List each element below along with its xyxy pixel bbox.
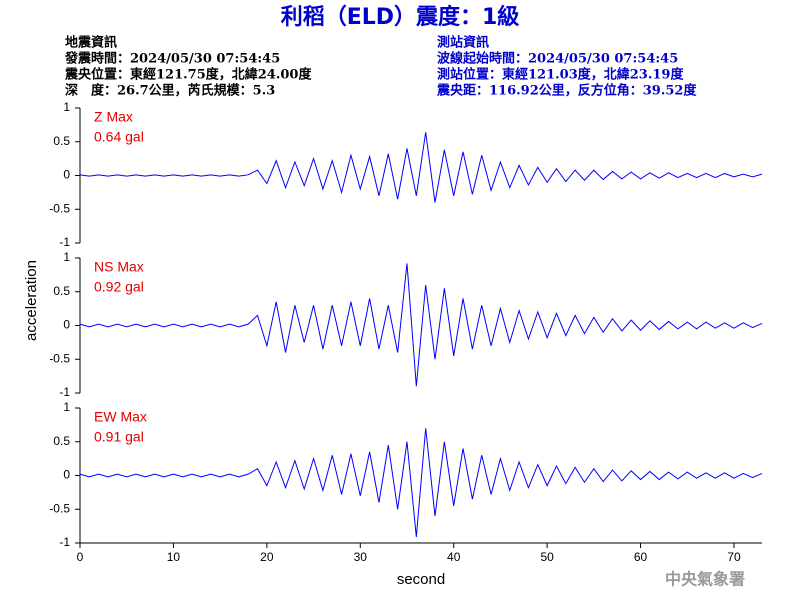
info-line: 測站位置：東經121.03度，北緯23.19度 bbox=[437, 67, 684, 83]
info-line: 深 度：26.7公里，芮氏規模：5.3 bbox=[65, 83, 275, 99]
component-label: Z Max bbox=[94, 109, 133, 125]
y-tick-label: -0.5 bbox=[49, 351, 70, 365]
y-tick-label: -1 bbox=[59, 535, 70, 549]
y-tick-label: 0 bbox=[63, 468, 70, 482]
y-tick-label: 1 bbox=[63, 100, 70, 114]
peak-label: 0.92 gal bbox=[94, 279, 144, 295]
component-label: NS Max bbox=[94, 259, 144, 275]
info-line: 震央距：116.92公里，反方位角：39.52度 bbox=[436, 83, 697, 99]
y-tick-label: -1 bbox=[59, 385, 70, 399]
x-tick-label: 10 bbox=[167, 550, 181, 564]
watermark: 中央氣象署 bbox=[665, 570, 745, 589]
waveform bbox=[79, 132, 763, 203]
info-line: 發震時間：2024/05/30 07:54:45 bbox=[64, 51, 280, 67]
y-tick-label: 1 bbox=[63, 250, 70, 264]
info-line: 測站資訊 bbox=[437, 35, 489, 51]
page-title: 利稻（ELD）震度：1級 bbox=[281, 4, 520, 30]
y-tick-label: 1 bbox=[63, 400, 70, 414]
y-tick-label: -1 bbox=[59, 235, 70, 249]
station-info: 測站資訊 波線起始時間：2024/05/30 07:54:45 測站位置：東經1… bbox=[436, 35, 697, 99]
y-tick-label: 0.5 bbox=[53, 434, 70, 448]
x-tick-label: 60 bbox=[634, 550, 648, 564]
info-line: 地震資訊 bbox=[65, 35, 117, 51]
x-tick-label: 20 bbox=[260, 550, 274, 564]
info-line: 震央位置：東經121.75度，北緯24.00度 bbox=[64, 67, 312, 83]
y-axis-label: acceleration bbox=[23, 260, 40, 341]
x-axis-label: second bbox=[397, 571, 445, 588]
info-line: 波線起始時間：2024/05/30 07:54:45 bbox=[437, 51, 678, 67]
peak-label: 0.64 gal bbox=[94, 129, 144, 145]
waveform bbox=[79, 263, 763, 387]
x-tick-label: 70 bbox=[727, 550, 741, 564]
y-tick-label: -0.5 bbox=[49, 201, 70, 215]
waveform bbox=[79, 428, 763, 537]
x-tick-label: 50 bbox=[540, 550, 554, 564]
y-tick-label: 0 bbox=[63, 318, 70, 332]
x-tick-label: 40 bbox=[447, 550, 461, 564]
y-tick-label: 0.5 bbox=[53, 284, 70, 298]
y-tick-label: -0.5 bbox=[49, 501, 70, 515]
y-tick-label: 0 bbox=[63, 168, 70, 182]
peak-label: 0.91 gal bbox=[94, 429, 144, 445]
x-tick-label: 30 bbox=[354, 550, 368, 564]
quake-info: 地震資訊 發震時間：2024/05/30 07:54:45 震央位置：東經121… bbox=[64, 35, 312, 99]
y-tick-label: 0.5 bbox=[53, 134, 70, 148]
x-tick-label: 0 bbox=[77, 550, 84, 564]
component-label: EW Max bbox=[94, 409, 147, 425]
